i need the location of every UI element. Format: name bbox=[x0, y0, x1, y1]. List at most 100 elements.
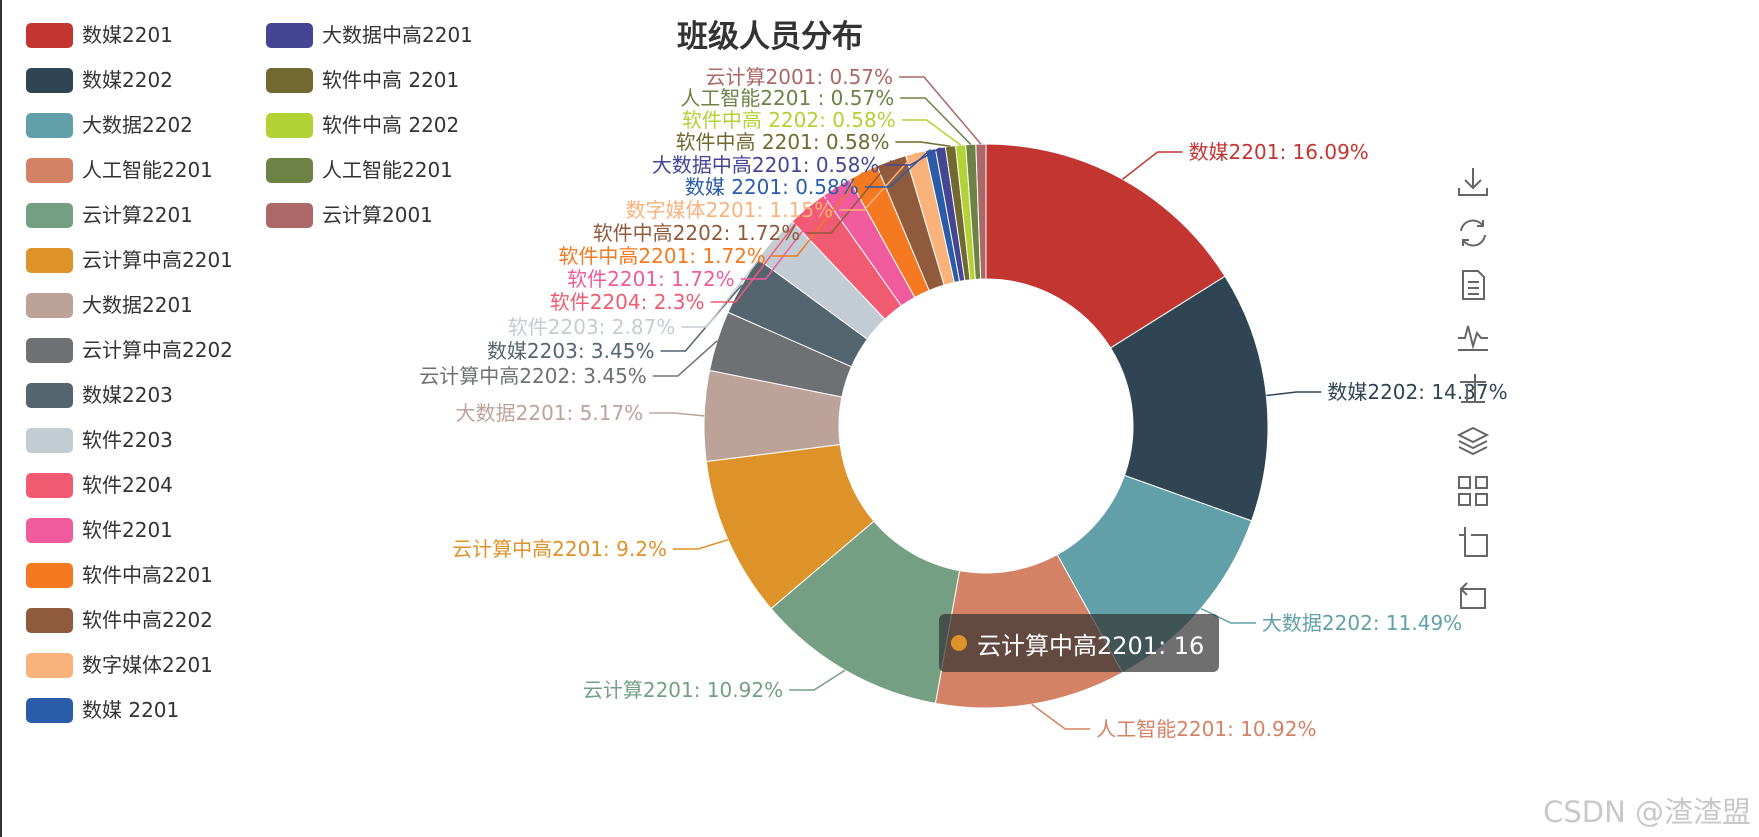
legend-swatch[interactable] bbox=[26, 338, 73, 363]
legend-swatch[interactable] bbox=[266, 68, 313, 93]
label-line bbox=[672, 539, 729, 550]
label-line bbox=[1122, 151, 1183, 180]
legend-item[interactable]: 云计算2201 bbox=[82, 203, 193, 227]
slice-labels: 数媒2201: 16.09% 数媒2202: 14.37% 大数据2202: 11.… bbox=[419, 65, 1507, 741]
legend-item[interactable]: 数媒2202 bbox=[82, 68, 173, 92]
legend-item[interactable]: 云计算中高2202 bbox=[82, 338, 233, 362]
legend-swatch[interactable] bbox=[26, 68, 73, 93]
slice-label: 软件2201: 1.72% bbox=[567, 267, 735, 291]
label-line bbox=[901, 119, 962, 146]
legend-swatch[interactable] bbox=[26, 428, 73, 453]
label-line bbox=[740, 186, 837, 280]
bar-chart-icon[interactable] bbox=[1460, 374, 1486, 403]
slice-label: 软件中高2201: 1.72% bbox=[558, 244, 766, 268]
download-icon[interactable] bbox=[1458, 168, 1488, 196]
label-line bbox=[1266, 391, 1322, 397]
tiled-icon[interactable] bbox=[1458, 476, 1488, 506]
legend-item[interactable]: 数字媒体2201 bbox=[82, 653, 213, 677]
label-line bbox=[681, 239, 775, 328]
legend-item[interactable]: 软件2201 bbox=[82, 518, 173, 542]
line-chart-icon[interactable] bbox=[1458, 325, 1488, 351]
donut-chart bbox=[703, 143, 1269, 709]
legend-swatch[interactable] bbox=[26, 23, 73, 48]
legend-item[interactable]: 云计算2001 bbox=[322, 203, 433, 227]
legend-item[interactable]: 软件2203 bbox=[82, 428, 173, 452]
legend-item[interactable]: 大数据2201 bbox=[82, 293, 193, 317]
tooltip-marker bbox=[951, 635, 967, 651]
legend-item[interactable]: 软件中高2202 bbox=[82, 608, 213, 632]
legend-swatch[interactable] bbox=[26, 158, 73, 183]
slice-label: 数媒2203: 3.45% bbox=[487, 339, 655, 363]
zoom-icon[interactable] bbox=[1459, 527, 1488, 557]
zoom-reset-icon[interactable] bbox=[1460, 582, 1486, 609]
legend-swatch[interactable] bbox=[26, 248, 73, 273]
legend-swatch[interactable] bbox=[266, 113, 313, 138]
label-line bbox=[839, 152, 917, 211]
tooltip: 云计算中高2201: 16 bbox=[939, 614, 1220, 672]
legend-item[interactable]: 人工智能2201 bbox=[322, 158, 453, 182]
legend-item[interactable]: 数媒 2201 bbox=[82, 698, 179, 722]
legend-swatch[interactable] bbox=[26, 113, 73, 138]
slice-label: 软件2204: 2.3% bbox=[550, 290, 705, 314]
label-line bbox=[806, 159, 892, 234]
pie-slice[interactable] bbox=[1109, 275, 1269, 522]
label-line bbox=[895, 141, 951, 147]
legend-swatch[interactable] bbox=[26, 518, 73, 543]
slice-label: 云计算2001: 0.57% bbox=[706, 65, 894, 89]
pie-slice[interactable] bbox=[975, 143, 987, 280]
refresh-icon[interactable] bbox=[1460, 219, 1486, 247]
legend-item[interactable]: 软件2204 bbox=[82, 473, 173, 497]
label-line bbox=[885, 147, 941, 166]
slice-label: 大数据2201: 5.17% bbox=[456, 401, 644, 425]
label-line bbox=[649, 412, 705, 417]
legend-swatch[interactable] bbox=[26, 473, 73, 498]
legend-item[interactable]: 数媒2201 bbox=[82, 23, 173, 47]
slice-label: 大数据2202: 11.49% bbox=[1262, 611, 1462, 635]
slice-label: 数字媒体2201: 1.15% bbox=[626, 198, 834, 222]
legend-swatch[interactable] bbox=[266, 158, 313, 183]
tooltip-text: 云计算中高2201: 16 bbox=[977, 631, 1205, 660]
slice-label: 人工智能2201: 10.92% bbox=[1096, 717, 1316, 741]
label-line bbox=[710, 207, 808, 303]
slice-label: 软件中高2202: 1.72% bbox=[593, 221, 801, 245]
slice-label: 人工智能2201 : 0.57% bbox=[680, 86, 894, 110]
legend-swatch[interactable] bbox=[266, 203, 313, 228]
slice-label: 数媒2202: 14.37% bbox=[1327, 380, 1507, 404]
stack-icon[interactable] bbox=[1456, 426, 1490, 456]
chart-title: 班级人员分布 bbox=[677, 19, 863, 55]
slice-label: 数媒 2201: 0.58% bbox=[685, 175, 859, 199]
slice-label: 云计算2201: 10.92% bbox=[583, 678, 783, 702]
label-line bbox=[660, 284, 743, 352]
legend-item[interactable]: 软件中高 2202 bbox=[322, 113, 459, 137]
legend-item[interactable]: 软件中高2201 bbox=[82, 563, 213, 587]
label-line bbox=[899, 76, 982, 145]
legend-item[interactable]: 大数据中高2201 bbox=[322, 23, 473, 47]
label-line bbox=[900, 97, 972, 145]
slice-label: 软件2203: 2.87% bbox=[508, 315, 676, 339]
legend-swatch[interactable] bbox=[26, 563, 73, 588]
slice-label: 软件中高 2202: 0.58% bbox=[682, 108, 896, 132]
label-line bbox=[789, 669, 846, 691]
legend-swatch[interactable] bbox=[26, 608, 73, 633]
legend-swatch[interactable] bbox=[26, 293, 73, 318]
legend-swatch[interactable] bbox=[266, 23, 313, 48]
legend: 数媒2201 数媒2202 大数据2202 人工智能2201 云计算2201 云计算中高2… bbox=[26, 23, 473, 723]
legend-swatch[interactable] bbox=[26, 698, 73, 723]
slice-label: 云计算中高2201: 9.2% bbox=[452, 537, 667, 561]
label-line bbox=[652, 340, 718, 377]
legend-swatch[interactable] bbox=[26, 203, 73, 228]
legend-item[interactable]: 大数据2202 bbox=[82, 113, 193, 137]
legend-item[interactable]: 软件中高 2201 bbox=[322, 68, 459, 92]
label-line bbox=[1031, 703, 1091, 730]
data-view-icon[interactable] bbox=[1462, 270, 1485, 300]
pie-slice[interactable] bbox=[985, 143, 1226, 349]
legend-swatch[interactable] bbox=[26, 383, 73, 408]
legend-item[interactable]: 数媒2203 bbox=[82, 383, 173, 407]
watermark: CSDN @渣渣盟 bbox=[1543, 795, 1751, 829]
slice-label: 数媒2201: 16.09% bbox=[1189, 140, 1369, 164]
slice-label: 云计算中高2202: 3.45% bbox=[419, 364, 647, 388]
legend-item[interactable]: 云计算中高2201 bbox=[82, 248, 233, 272]
legend-swatch[interactable] bbox=[26, 653, 73, 678]
legend-item[interactable]: 人工智能2201 bbox=[82, 158, 213, 182]
